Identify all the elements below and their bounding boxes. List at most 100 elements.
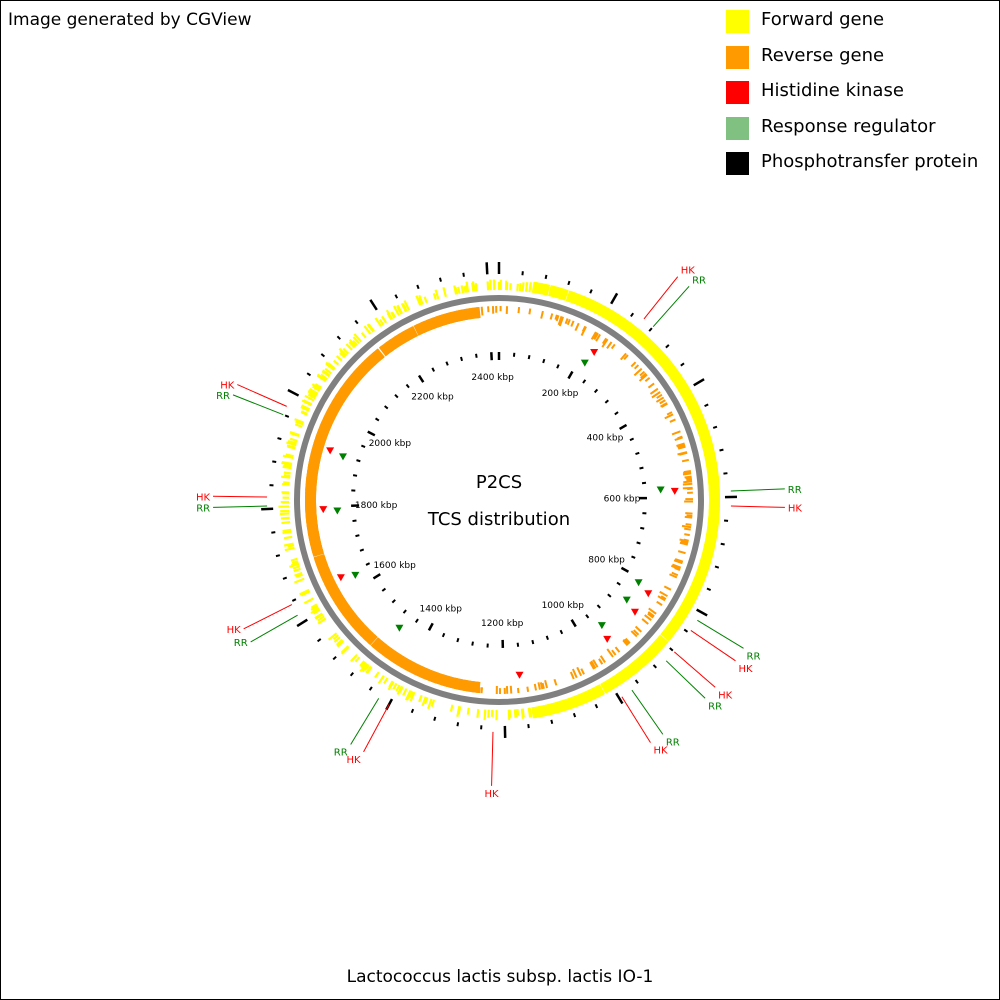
reverse-gene-mark (333, 397, 344, 406)
forward-gene-mark (679, 605, 691, 613)
reverse-gene-mark (641, 618, 649, 625)
reverse-gene-mark (310, 543, 322, 549)
tcs-markers (319, 348, 679, 679)
reverse-gene-mark (685, 512, 693, 515)
forward-gene-mark (363, 325, 372, 335)
tcs-label-hk: HK (220, 381, 235, 392)
reverse-gene-mark (406, 328, 414, 340)
forward-gene-mark (703, 447, 715, 453)
forward-gene-mark (353, 333, 362, 343)
reverse-gene-mark (369, 354, 378, 365)
reverse-gene-mark (624, 638, 631, 645)
forward-gene-mark (289, 431, 300, 437)
reverse-gene-mark (683, 470, 692, 474)
forward-gene-mark (283, 464, 292, 468)
forward-gene-mark (409, 691, 415, 699)
kbp-tick (445, 361, 449, 366)
reverse-gene-mark (663, 585, 672, 591)
reverse-gene-mark (630, 630, 638, 638)
forward-gene-mark (700, 436, 712, 442)
reverse-gene-mark (660, 595, 667, 600)
forward-gene-mark (301, 404, 311, 411)
phosphotransfer-mark (291, 598, 297, 602)
kbp-tick (620, 566, 630, 573)
kbp-tick (556, 364, 560, 369)
forward-gene-mark (280, 475, 291, 479)
reverse-gene-mark (593, 332, 599, 341)
reverse-gene-mark (480, 306, 484, 316)
reverse-gene-mark (674, 567, 681, 571)
kbp-tick-label: 600 kbp (604, 494, 641, 504)
forward-gene-mark (695, 573, 707, 580)
forward-gene-mark (283, 542, 294, 547)
forward-gene-mark (421, 696, 427, 707)
forward-gene-mark (381, 315, 388, 324)
forward-gene-mark (303, 399, 313, 406)
reverse-gene-mark (619, 352, 627, 361)
forward-gene-mark (650, 346, 660, 357)
tcs-marker-rr (597, 622, 606, 630)
reverse-gene-mark (311, 446, 324, 452)
forward-gene-mark (634, 331, 644, 341)
reverse-gene-mark (365, 633, 375, 643)
forward-gene-mark (281, 521, 291, 525)
forward-gene-mark (292, 565, 301, 570)
tcs-marker-hk (319, 506, 328, 514)
forward-gene-mark (466, 707, 470, 715)
forward-gene-mark (299, 588, 310, 596)
reverse-gene-mark (310, 451, 322, 457)
forward-gene-mark (456, 706, 461, 717)
forward-gene-mark (283, 481, 290, 484)
reverse-gene-mark (334, 596, 345, 605)
tcs-leader-line (690, 630, 736, 662)
reverse-gene-mark (323, 578, 335, 585)
kbp-tick-label: 1600 kbp (373, 561, 416, 571)
forward-gene-mark (460, 285, 465, 294)
kbp-tick (567, 370, 574, 380)
reverse-gene-mark (676, 442, 685, 447)
forward-gene-mark (290, 561, 300, 567)
tcs-label-hk: HK (346, 755, 361, 766)
forward-gene-mark (314, 383, 323, 389)
reverse-gene-mark (544, 680, 549, 689)
forward-gene-mark (642, 338, 652, 348)
reverse-gene-mark (343, 609, 354, 619)
phosphotransfer-mark (485, 262, 489, 275)
phosphotransfer-mark (669, 647, 674, 652)
tcs-label-hk: HK (485, 789, 500, 800)
forward-gene-mark (626, 665, 635, 676)
reverse-gene-mark (426, 669, 433, 681)
forward-gene-mark (294, 423, 303, 428)
tcs-marker-hk (670, 487, 679, 495)
tcs-marker-hk (644, 590, 653, 598)
reverse-gene-mark (669, 573, 678, 579)
forward-gene-mark (352, 336, 360, 345)
tcs-label-rr: RR (196, 503, 210, 514)
phosphotransfer-mark (550, 719, 554, 724)
forward-gene-mark (545, 284, 551, 296)
map-title: P2CS (476, 472, 522, 493)
forward-gene-mark (391, 311, 397, 319)
reverse-gene-mark (580, 326, 587, 336)
tcs-marker-rr (338, 453, 347, 461)
forward-gene-mark (333, 359, 340, 366)
tcs-marker-hk (630, 608, 639, 616)
forward-gene-mark (418, 294, 424, 305)
reverse-gene-mark (477, 306, 481, 319)
reverse-gene-mark (680, 540, 689, 545)
phosphotransfer-mark (652, 664, 658, 669)
reverse-gene-mark (451, 677, 456, 689)
kbp-tick (456, 637, 460, 643)
forward-gene-mark (705, 537, 717, 543)
forward-gene-mark (327, 632, 338, 641)
forward-gene-mark (610, 676, 619, 688)
tcs-label-rr: RR (234, 638, 248, 649)
tcs-leader-line (697, 619, 744, 649)
reverse-gene-mark (555, 315, 560, 322)
phosphotransfer-mark (369, 299, 378, 311)
reverse-gene-mark (383, 646, 392, 657)
tcs-marker-rr (656, 486, 665, 494)
reverse-gene-mark (461, 309, 466, 321)
reverse-gene-mark (306, 472, 318, 477)
kbp-tick (640, 526, 645, 530)
